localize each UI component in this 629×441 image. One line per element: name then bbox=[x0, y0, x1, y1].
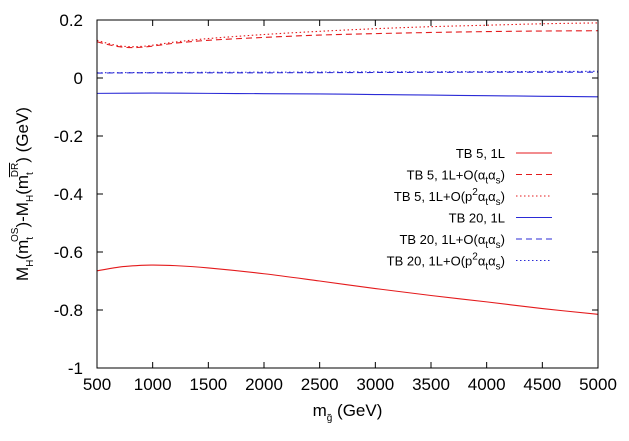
legend-label-text: TB 5, 1L+O( bbox=[407, 168, 479, 183]
y-axis-label-p3: )-M bbox=[13, 202, 32, 227]
x-axis-label: mg̃ (GeV) bbox=[313, 401, 383, 424]
x-axis-label-sub: g̃ bbox=[327, 413, 333, 424]
legend-label-close: ) bbox=[501, 168, 505, 183]
y-axis-label-p1: M bbox=[13, 267, 32, 281]
legend-label-greek: α bbox=[478, 254, 486, 269]
legend-label-5: TB 20, 1L+O(αtαs) bbox=[399, 232, 505, 251]
series-line-5 bbox=[96, 71, 599, 74]
legend-label-greek: α bbox=[478, 168, 486, 183]
x-tick-label: 3000 bbox=[356, 375, 394, 394]
x-axis-label-main: m bbox=[313, 401, 327, 420]
legend-label-greek: α bbox=[488, 232, 496, 247]
legend-label-text: TB 5, 1L bbox=[456, 146, 505, 161]
legend-label-sub: s bbox=[496, 176, 501, 187]
y-tick-label: -0.8 bbox=[54, 301, 83, 320]
x-tick-label: 1000 bbox=[134, 375, 172, 394]
y-axis-label-p5: ) (GeV) bbox=[13, 107, 32, 163]
legend-label-2: TB 5, 1L+O(αtαs) bbox=[407, 168, 505, 187]
y-axis-label-sup4: DR bbox=[10, 163, 21, 177]
legend-label-4: TB 20, 1L bbox=[449, 211, 505, 226]
x-tick-label: 500 bbox=[83, 375, 111, 394]
y-axis-label-s1: H bbox=[25, 260, 36, 267]
legend-label-sub: t bbox=[485, 197, 488, 208]
series-line-4 bbox=[96, 92, 599, 98]
x-tick-label: 4500 bbox=[523, 375, 561, 394]
legend-label-sub: s bbox=[496, 240, 501, 251]
legend-label-sub: s bbox=[496, 197, 501, 208]
y-tick-label: -0.2 bbox=[54, 127, 83, 146]
series-line-1 bbox=[96, 264, 599, 315]
series-line-2 bbox=[96, 30, 599, 49]
legend-label-sub: t bbox=[485, 176, 488, 187]
legend-label-sub: t bbox=[485, 240, 488, 251]
tick-labels-layer: 500 1000 1500 2000 2500 3000 3500 4000 4500 5000 -… bbox=[54, 11, 617, 394]
x-axis-label-unit: (GeV) bbox=[332, 401, 382, 420]
legend-label-close: ) bbox=[501, 254, 505, 269]
y-axis-label-sup2: OS bbox=[10, 227, 21, 242]
legend-label-text: TB 20, 1L bbox=[449, 211, 505, 226]
y-tick-label: -1 bbox=[68, 359, 83, 378]
x-tick-label: 2500 bbox=[301, 375, 339, 394]
legend-label-greek: α bbox=[488, 168, 496, 183]
legend-label-3: TB 5, 1L+O(p2αtαs) bbox=[394, 187, 505, 208]
y-axis-label-s3: H bbox=[25, 195, 36, 202]
y-axis-label-s2: t bbox=[25, 237, 36, 240]
x-tick-label: 1500 bbox=[189, 375, 227, 394]
legend-label-text: TB 20, 1L+O(p bbox=[387, 254, 473, 269]
y-axis-label-s4: t bbox=[25, 172, 36, 175]
x-tick-label: 4000 bbox=[468, 375, 506, 394]
legend-label-greek: α bbox=[488, 189, 496, 204]
legend-label-close: ) bbox=[501, 189, 505, 204]
legend-label-sub: t bbox=[485, 262, 488, 273]
x-tick-label: 5000 bbox=[579, 375, 617, 394]
series-layer bbox=[96, 22, 599, 315]
legend-label-sup: 2 bbox=[472, 252, 478, 263]
legend-label-greek: α bbox=[478, 232, 486, 247]
x-tick-label: 3500 bbox=[412, 375, 450, 394]
y-axis-label-p2: (m bbox=[13, 240, 32, 260]
legend-label-text: TB 5, 1L+O(p bbox=[394, 189, 472, 204]
legend-label-6: TB 20, 1L+O(p2αtαs) bbox=[387, 252, 505, 273]
y-tick-label: -0.6 bbox=[54, 243, 83, 262]
series-line-3 bbox=[96, 22, 599, 48]
y-tick-label: -0.4 bbox=[54, 185, 83, 204]
legend-label-1: TB 5, 1L bbox=[456, 146, 505, 161]
legend-label-greek: α bbox=[478, 189, 486, 204]
legend-label-close: ) bbox=[501, 232, 505, 247]
y-axis-label-p4: (m bbox=[13, 175, 32, 195]
y-axis-label: MH(mtOS)-MH(mtDR) (GeV) bbox=[10, 107, 36, 281]
x-tick-label: 2000 bbox=[245, 375, 283, 394]
legend-label-greek: α bbox=[488, 254, 496, 269]
legend-label-sup: 2 bbox=[472, 187, 478, 198]
legend-label-sub: s bbox=[496, 262, 501, 273]
y-tick-label: 0.2 bbox=[59, 11, 83, 30]
ticks-layer bbox=[96, 19, 599, 369]
y-tick-label: 0 bbox=[74, 69, 83, 88]
legend-label-text: TB 20, 1L+O( bbox=[399, 232, 478, 247]
